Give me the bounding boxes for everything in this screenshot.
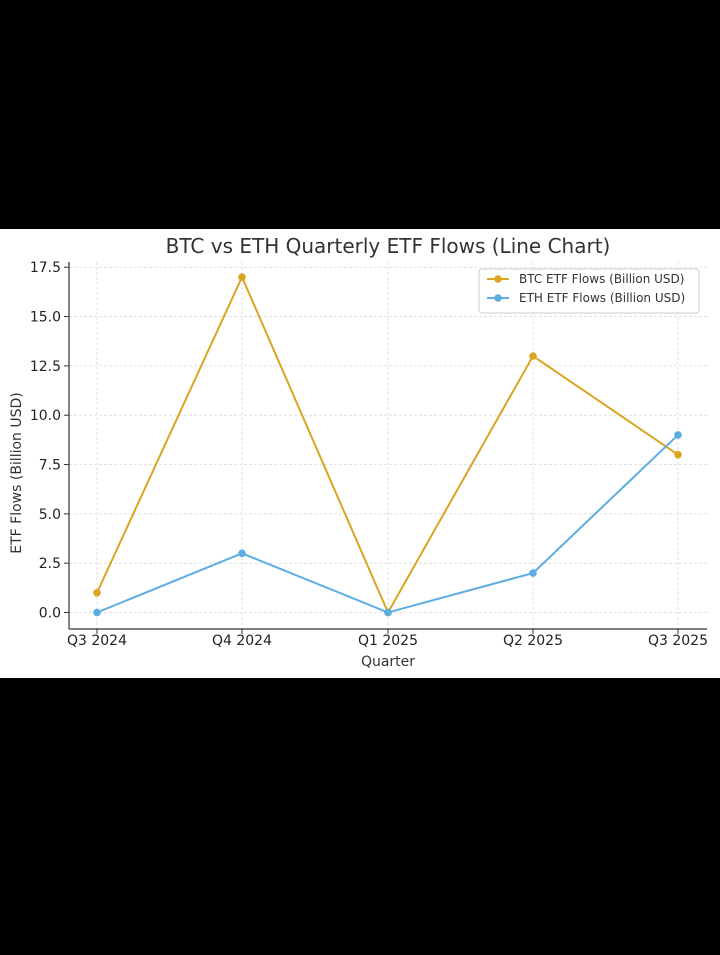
y-tick-label: 0.0 (39, 606, 61, 622)
legend-item: ETH ETF Flows (Billion USD) (487, 291, 685, 305)
x-axis-label: Quarter (361, 654, 415, 670)
data-point (238, 273, 246, 281)
series-line (96, 274, 679, 615)
x-tick-label: Q1 2025 (358, 633, 418, 649)
x-tick-label: Q3 2024 (67, 633, 127, 649)
x-axis-ticks: Q3 2024 Q4 2024 Q1 2025 Q2 2025 Q3 2025 (67, 629, 708, 649)
data-point (674, 450, 682, 459)
legend-marker (494, 275, 502, 283)
y-tick-label: 17.5 (30, 260, 61, 276)
x-tick-label: Q3 2025 (648, 633, 708, 649)
y-tick-label: 7.5 (39, 458, 61, 474)
x-tick-label: Q4 2024 (212, 633, 272, 649)
series-1 (93, 431, 682, 617)
data-point (529, 569, 537, 577)
line-chart: BTC vs ETH Quarterly ETF Flows (Line Cha… (9, 234, 708, 670)
data-point (93, 608, 101, 617)
y-tick-label: 2.5 (39, 556, 61, 572)
data-point (674, 431, 682, 439)
x-tick-label: Q2 2025 (503, 633, 563, 649)
y-tick-label: 10.0 (30, 408, 61, 424)
data-point (384, 608, 392, 617)
data-point (529, 352, 537, 360)
y-axis-ticks: 0.0 2.5 5.0 7.5 10.0 12.5 15.0 17.5 (30, 260, 69, 622)
legend-label: BTC ETF Flows (Billion USD) (519, 272, 684, 286)
legend-box (478, 268, 700, 314)
data-series (93, 273, 682, 617)
series-line (96, 434, 679, 614)
chart-title: BTC vs ETH Quarterly ETF Flows (Line Cha… (166, 234, 611, 258)
legend: BTC ETF Flows (Billion USD) ETH ETF Flows… (478, 268, 700, 314)
data-point (238, 549, 246, 558)
grid-lines (69, 262, 707, 629)
y-tick-label: 5.0 (39, 507, 61, 523)
legend-item: BTC ETF Flows (Billion USD) (487, 272, 684, 286)
chart-panel: BTC vs ETH Quarterly ETF Flows (Line Cha… (0, 229, 720, 678)
data-point (93, 588, 101, 597)
y-tick-label: 15.0 (30, 310, 61, 326)
legend-label: ETH ETF Flows (Billion USD) (519, 291, 685, 305)
legend-marker (494, 294, 502, 302)
y-tick-label: 12.5 (30, 359, 61, 375)
y-axis-label: ETF Flows (Billion USD) (9, 392, 25, 554)
series-0 (93, 273, 682, 617)
